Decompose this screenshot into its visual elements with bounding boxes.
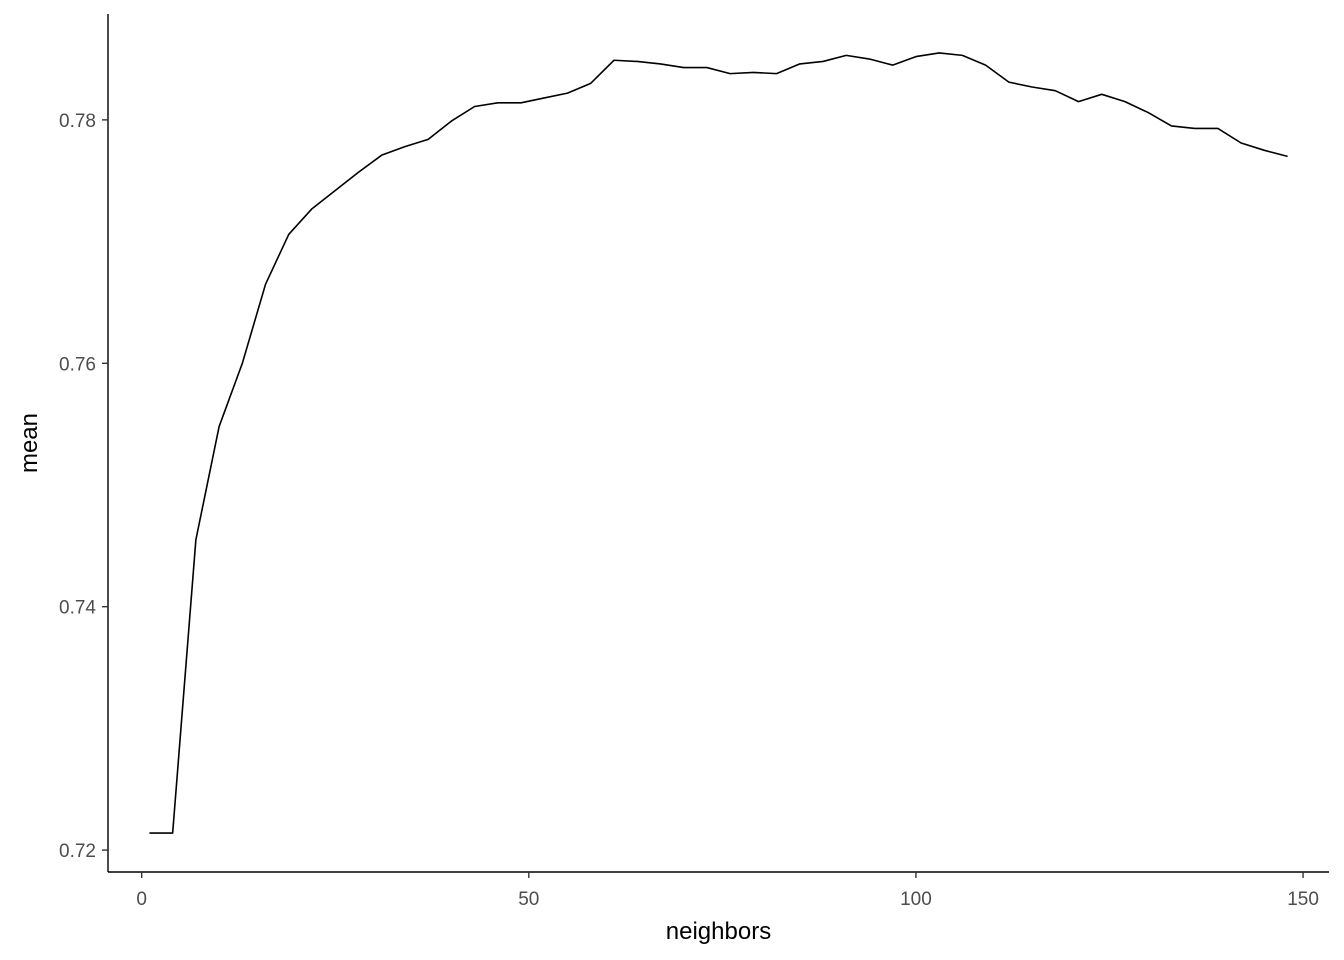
y-axis-ticks: 0.72 0.74 0.76 0.78 — [59, 111, 108, 862]
x-tick-label: 0 — [136, 889, 147, 910]
series-line — [149, 52, 1288, 834]
y-axis-title: mean — [16, 413, 43, 473]
y-tick-label: 0.74 — [59, 598, 96, 619]
x-tick-label: 100 — [900, 889, 932, 910]
y-tick-label: 0.78 — [59, 111, 96, 132]
y-tick-label: 0.72 — [59, 841, 96, 862]
x-tick-label: 50 — [518, 889, 539, 910]
x-axis-title: neighbors — [666, 918, 771, 945]
x-axis-ticks: 0 50 100 150 — [136, 872, 1319, 910]
y-tick-label: 0.76 — [59, 354, 96, 375]
plot-area — [149, 52, 1288, 834]
x-tick-label: 150 — [1287, 889, 1319, 910]
